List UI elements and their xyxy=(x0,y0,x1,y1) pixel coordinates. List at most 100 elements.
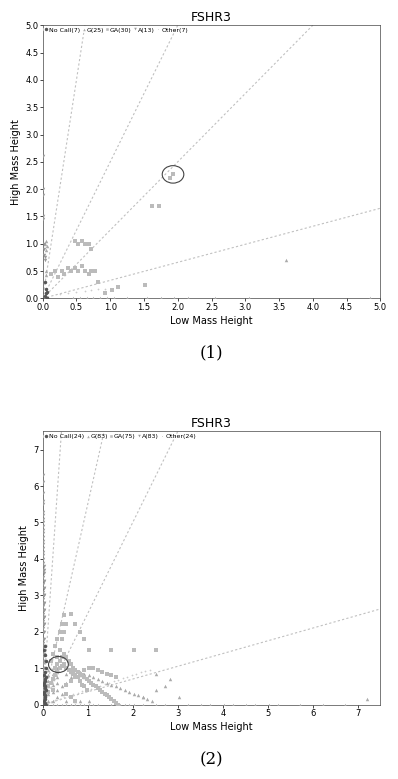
Point xyxy=(45,687,51,700)
Point xyxy=(39,578,46,590)
Point xyxy=(135,689,141,702)
Point xyxy=(113,671,119,683)
Point xyxy=(43,287,49,299)
Point xyxy=(43,662,49,675)
Point xyxy=(43,671,49,683)
Point xyxy=(39,636,46,649)
Point xyxy=(66,654,72,667)
Point xyxy=(41,597,47,609)
Point xyxy=(63,619,69,631)
Point xyxy=(39,541,46,554)
Point xyxy=(42,251,49,263)
Point xyxy=(113,698,119,710)
Point xyxy=(110,292,117,305)
Point xyxy=(39,651,46,664)
Point xyxy=(39,549,46,562)
Point xyxy=(74,665,81,678)
Point xyxy=(42,254,49,266)
Point xyxy=(156,199,162,212)
Point xyxy=(42,238,49,250)
Point xyxy=(42,691,49,703)
Point xyxy=(39,516,46,529)
Point xyxy=(41,679,48,691)
Point xyxy=(41,643,48,656)
Point xyxy=(81,238,88,250)
Point xyxy=(41,676,47,689)
Point xyxy=(39,604,46,616)
Point xyxy=(79,259,85,272)
Point xyxy=(39,476,46,488)
Point xyxy=(106,691,113,703)
Point xyxy=(101,282,108,294)
Point xyxy=(84,292,90,305)
Point xyxy=(74,686,81,699)
Point xyxy=(162,698,168,710)
Point xyxy=(81,285,88,298)
Point xyxy=(48,696,54,708)
Point xyxy=(41,619,47,631)
Point xyxy=(39,593,46,605)
Point xyxy=(106,676,113,689)
Point xyxy=(59,633,65,645)
Point xyxy=(42,290,49,302)
Point xyxy=(41,647,47,660)
Point xyxy=(39,563,46,576)
Point xyxy=(166,673,173,686)
Point xyxy=(49,673,56,686)
Point xyxy=(148,695,155,707)
Point xyxy=(74,238,81,250)
Point xyxy=(42,680,49,693)
Point xyxy=(86,643,92,656)
Point xyxy=(39,513,46,525)
Point xyxy=(41,686,48,698)
Point xyxy=(41,574,47,587)
Point xyxy=(45,669,51,682)
Point xyxy=(52,640,59,653)
Point xyxy=(43,654,49,667)
Point xyxy=(67,665,74,678)
Point xyxy=(49,668,56,680)
Point xyxy=(42,640,49,653)
Point xyxy=(81,664,87,676)
Point xyxy=(39,556,46,569)
Point xyxy=(41,567,47,580)
Point xyxy=(39,495,46,507)
Point xyxy=(93,681,99,693)
Point xyxy=(86,698,92,710)
Point xyxy=(39,523,46,536)
Y-axis label: High Mass Height: High Mass Height xyxy=(11,119,21,205)
Point xyxy=(43,240,50,252)
Point xyxy=(54,658,60,671)
Point xyxy=(49,695,56,707)
Point xyxy=(139,691,146,703)
Point xyxy=(153,698,159,710)
Point xyxy=(72,262,78,274)
Point xyxy=(41,619,47,631)
Point xyxy=(103,668,110,680)
Point xyxy=(120,672,126,685)
Point xyxy=(171,292,178,305)
Point xyxy=(166,172,173,185)
Point xyxy=(39,552,46,565)
Point xyxy=(86,695,92,707)
Point xyxy=(176,691,182,703)
Point xyxy=(275,698,281,710)
Point xyxy=(39,487,46,499)
Point xyxy=(39,662,46,675)
Point xyxy=(43,282,49,294)
Point xyxy=(95,283,101,295)
Point xyxy=(81,633,87,645)
Point xyxy=(94,698,101,710)
Point xyxy=(41,687,48,700)
Point xyxy=(54,676,60,689)
Point xyxy=(90,679,96,691)
Point xyxy=(49,686,56,698)
Point xyxy=(77,292,83,305)
Point xyxy=(99,686,105,698)
Point xyxy=(45,664,51,676)
Point xyxy=(54,665,60,678)
Point xyxy=(115,698,121,710)
Point xyxy=(48,654,54,667)
Point xyxy=(79,679,86,691)
Point xyxy=(63,695,69,707)
